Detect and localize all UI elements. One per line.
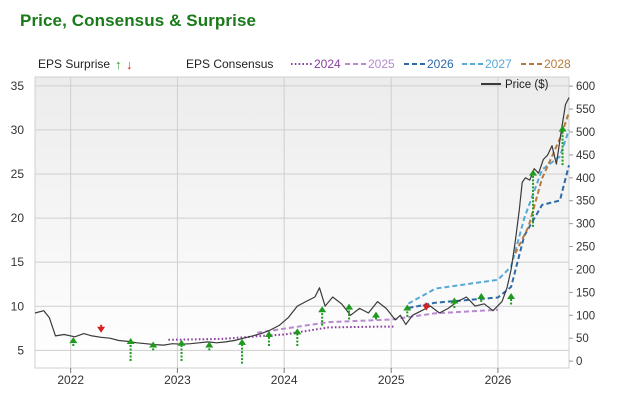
y-axis-right: 0 50 100 150 200 250 300 350 400 450 500 550 600 xyxy=(569,81,595,368)
legend-year-2027: 2027 xyxy=(485,57,512,71)
surprise-arrow-up-icon xyxy=(264,330,273,337)
y-right-tick-label: 50 xyxy=(576,333,589,345)
legend-price-label: Price ($) xyxy=(505,79,549,91)
y-right-tick-label: 100 xyxy=(576,310,595,322)
legend-year-2025: 2025 xyxy=(368,57,395,71)
legend-year-2026: 2026 xyxy=(427,57,454,71)
y-left-tick-label: 5 xyxy=(17,343,24,357)
surprise-markers xyxy=(69,125,567,364)
price-series xyxy=(34,97,570,346)
y-right-tick-label: 450 xyxy=(576,150,595,162)
legend-down-arrow-icon: ↓ xyxy=(126,57,133,72)
legend-consensus-years: 2024 2025 2026 2027 2028 xyxy=(291,57,571,71)
y-right-tick-label: 500 xyxy=(576,127,595,139)
surprise-arrow-up-icon xyxy=(293,328,302,335)
surprise-arrow-up-icon xyxy=(205,341,214,348)
y-left-tick-label: 30 xyxy=(11,123,25,137)
y-right-tick-label: 550 xyxy=(576,104,595,116)
legend-year-2028: 2028 xyxy=(544,57,571,71)
x-tick-label: 2022 xyxy=(57,373,84,387)
y-right-tick-label: 0 xyxy=(576,356,582,368)
y-left-tick-label: 15 xyxy=(11,255,25,269)
y-right-tick-label: 600 xyxy=(576,81,595,93)
legend-consensus-label: EPS Consensus xyxy=(186,57,273,71)
consensus-line-2024 xyxy=(168,325,396,341)
surprise-arrow-up-icon xyxy=(477,293,486,300)
surprise-arrow-up-icon xyxy=(507,293,516,300)
surprise-arrow-up-icon xyxy=(529,169,538,176)
surprise-arrow-up-icon xyxy=(403,304,412,311)
y-right-tick-label: 400 xyxy=(576,173,595,185)
legend-year-2024: 2024 xyxy=(314,57,341,71)
legend-up-arrow-icon: ↑ xyxy=(115,57,122,72)
x-tick-label: 2024 xyxy=(271,373,298,387)
x-axis: 2022 2023 2024 2025 2026 xyxy=(57,368,512,387)
surprise-arrow-up-icon xyxy=(238,338,247,345)
x-tick-label: 2025 xyxy=(378,373,405,387)
x-tick-label: 2023 xyxy=(164,373,191,387)
y-right-tick-label: 150 xyxy=(576,287,595,299)
surprise-arrow-up-icon xyxy=(318,306,327,313)
y-left-tick-label: 20 xyxy=(11,211,25,225)
surprise-arrow-down-icon xyxy=(97,326,106,333)
legend: EPS Surprise ↑ ↓ EPS Consensus 2024 2025 2… xyxy=(38,57,571,91)
y-right-tick-label: 200 xyxy=(576,264,595,276)
y-axis-left: 5 10 15 20 25 30 35 xyxy=(11,79,25,358)
surprise-arrow-down-icon xyxy=(422,304,431,311)
legend-surprise-label: EPS Surprise xyxy=(38,57,110,71)
price-line xyxy=(34,97,570,346)
x-tick-label: 2026 xyxy=(485,373,512,387)
surprise-arrow-up-icon xyxy=(69,337,78,344)
grid-lines xyxy=(35,77,569,368)
surprise-arrow-up-icon xyxy=(450,297,459,304)
y-left-tick-label: 10 xyxy=(11,299,25,313)
consensus-line-2026 xyxy=(408,164,570,309)
y-left-tick-label: 35 xyxy=(11,79,25,93)
surprise-arrow-up-icon xyxy=(558,125,567,132)
y-left-tick-label: 25 xyxy=(11,167,25,181)
surprise-arrow-up-icon xyxy=(149,341,158,348)
surprise-arrow-up-icon xyxy=(345,303,354,310)
surprise-arrow-up-icon xyxy=(177,339,186,346)
plot-area xyxy=(34,76,570,369)
consensus-line-2025 xyxy=(257,308,498,334)
y-right-tick-label: 300 xyxy=(576,219,595,231)
y-right-tick-label: 250 xyxy=(576,242,595,254)
surprise-arrow-up-icon xyxy=(126,338,135,345)
y-right-tick-label: 350 xyxy=(576,196,595,208)
chart-title: Price, Consensus & Surprise xyxy=(20,11,257,30)
surprise-arrow-up-icon xyxy=(371,311,380,318)
